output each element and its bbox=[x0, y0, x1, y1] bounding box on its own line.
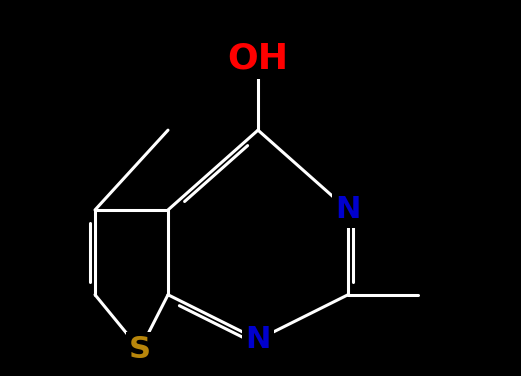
Text: N: N bbox=[245, 325, 271, 354]
Text: N: N bbox=[336, 196, 361, 224]
Text: S: S bbox=[129, 335, 151, 364]
Text: OH: OH bbox=[228, 41, 289, 75]
